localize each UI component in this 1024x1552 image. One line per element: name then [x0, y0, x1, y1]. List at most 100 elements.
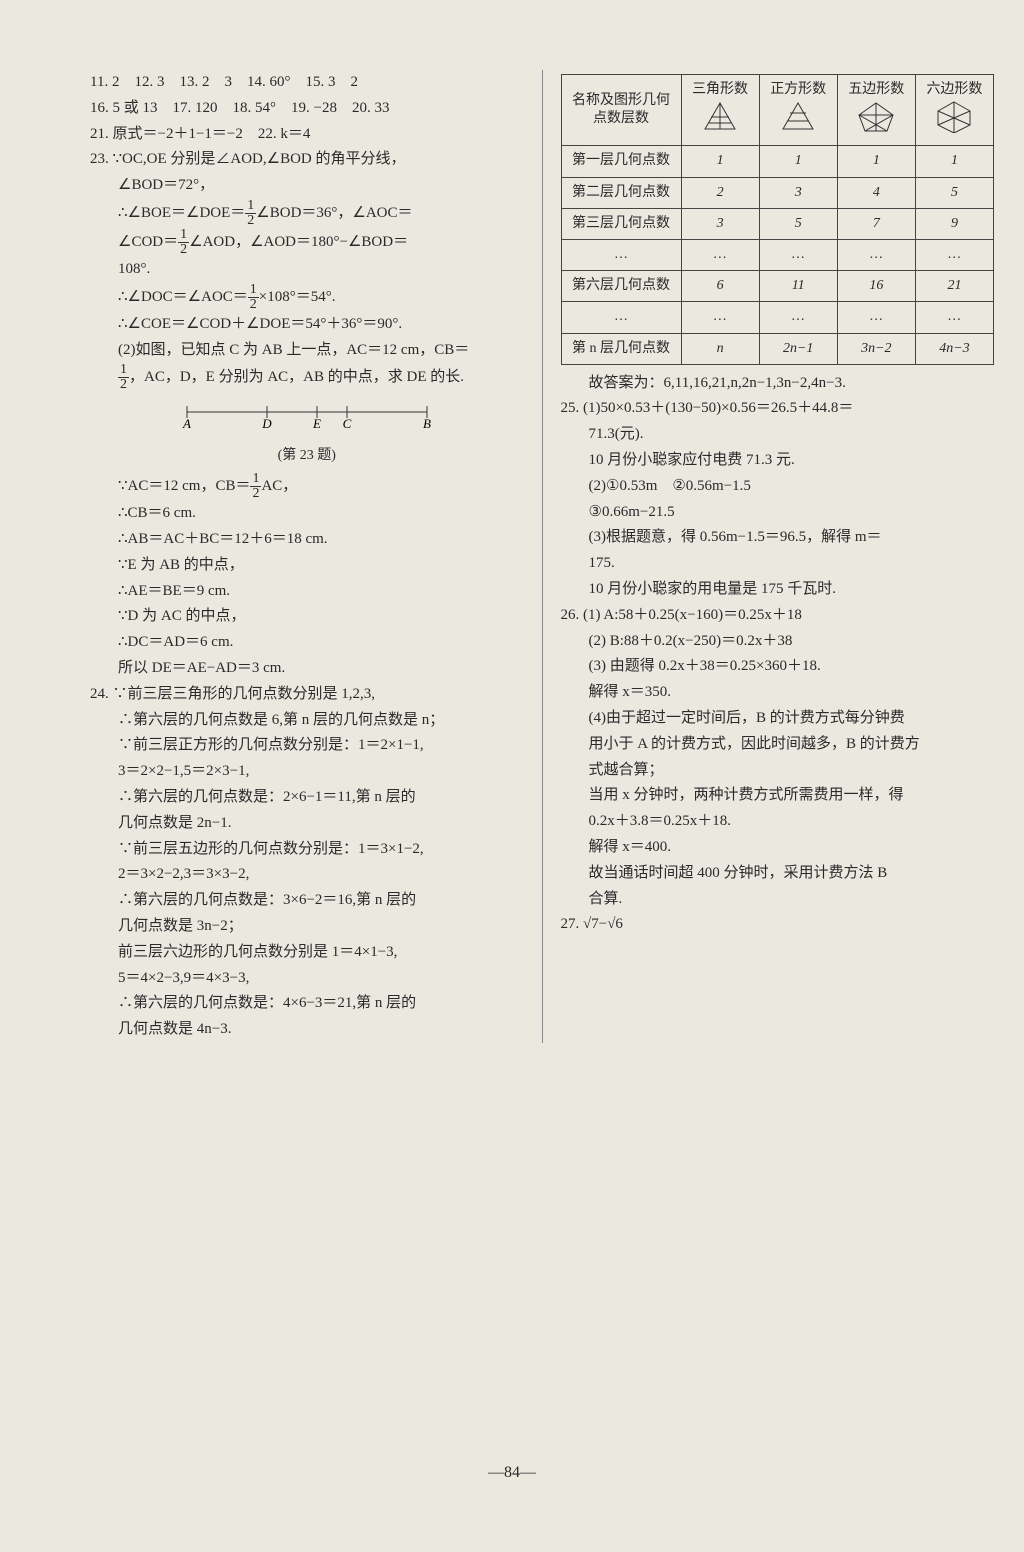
figure-caption: (第 23 题) [90, 444, 524, 468]
q24-line-n: 几何点数是 4n−3. [90, 1017, 524, 1043]
q26-line-h: 当用 x 分钟时，两种计费方式所需费用一样，得 [561, 783, 995, 809]
table-cell: 4n−3 [915, 333, 993, 364]
q25-line-c: 10 月份小聪家应付电费 71.3 元. [561, 448, 995, 474]
q23-line-j: ∵AC＝12 cm，CB＝12AC， [90, 472, 524, 501]
table-cell: 2n−1 [759, 333, 837, 364]
q23-line-g: ∴∠COE＝∠COD＋∠DOE＝54°＋36°＝90°. [90, 312, 524, 338]
table-cell: n [681, 333, 759, 364]
table-cell: 9 [915, 208, 993, 239]
q25-line-a: 25. (1)50×0.53＋(130−50)×0.56＝26.5＋44.8＝ [561, 396, 995, 422]
q23-line-d: ∠COD＝12∠AOD，∠AOD＝180°−∠BOD＝ [90, 228, 524, 257]
triangle-web-icon [699, 99, 741, 133]
fraction-half-icon: 12 [248, 283, 259, 312]
q23f-pre: ∴∠DOC＝∠AOC＝ [118, 289, 248, 305]
figure-label-d: D [261, 416, 272, 430]
figure-label-e: E [312, 416, 321, 430]
q23c-post: ∠BOD＝36°，∠AOC＝ [256, 205, 412, 221]
table-cell: … [915, 302, 993, 333]
q25-line-b: 71.3(元). [561, 422, 995, 448]
q23-line-k: ∴CB＝6 cm. [90, 501, 524, 527]
table-cell: … [837, 302, 915, 333]
figure-label-b: B [423, 416, 431, 430]
q26-line-e: (4)由于超过一定时间后，B 的计费方式每分钟费 [561, 706, 995, 732]
q26-line-g: 式越合算； [561, 758, 995, 784]
col-header-triangle: 三角形数 [681, 75, 759, 146]
q23-line-p: ∴DC＝AD＝6 cm. [90, 630, 524, 656]
square-web-icon [777, 99, 819, 133]
left-column: 11. 2 12. 3 13. 2 3 14. 60° 15. 3 2 16. … [90, 70, 543, 1043]
table-row: …………… [561, 302, 994, 333]
q26-line-i: 0.2x＋3.8＝0.25x＋18. [561, 809, 995, 835]
q24-line-m: ∴第六层的几何点数是：4×6−3＝21,第 n 层的 [90, 991, 524, 1017]
table-cell: 5 [759, 208, 837, 239]
answer-21-22: 21. 原式＝−2＋1−1＝−2 22. k＝4 [90, 122, 524, 148]
two-column-layout: 11. 2 12. 3 13. 2 3 14. 60° 15. 3 2 16. … [0, 70, 1024, 1043]
q23i-post: ，AC，D，E 分别为 AC，AB 的中点，求 DE 的长. [129, 369, 464, 385]
q24-line-a: 24. ∵前三层三角形的几何点数分别是 1,2,3, [90, 682, 524, 708]
q24-line-c: ∵前三层正方形的几何点数分别是：1＝2×1−1, [90, 733, 524, 759]
q23j-post: AC， [261, 478, 297, 494]
q23c-pre: ∴∠BOE＝∠DOE＝ [118, 205, 245, 221]
q26-line-b: (2) B:88＋0.2(x−250)＝0.2x＋38 [561, 629, 995, 655]
q24-line-i: ∴第六层的几何点数是：3×6−2＝16,第 n 层的 [90, 888, 524, 914]
figure-label-c: C [342, 416, 351, 430]
right-column: 名称及图形几何点数层数 三角形数 正方形数 五边形数 六边形数 [553, 70, 995, 1043]
col-header-pentagon: 五边形数 [837, 75, 915, 146]
table-cell: 5 [915, 177, 993, 208]
q23-line-h: (2)如图，已知点 C 为 AB 上一点，AC＝12 cm，CB＝ [90, 338, 524, 364]
q23-line-l: ∴AB＝AC＋BC＝12＋6＝18 cm. [90, 527, 524, 553]
q23-line-m: ∵E 为 AB 的中点， [90, 553, 524, 579]
q26-line-l: 合算. [561, 887, 995, 913]
header-text: 六边形数 [920, 81, 989, 99]
table-cell: 21 [915, 271, 993, 302]
header-text: 正方形数 [764, 81, 833, 99]
table-row: 第一层几何点数1111 [561, 146, 994, 177]
table-cell: … [915, 239, 993, 270]
table-row: 第二层几何点数2345 [561, 177, 994, 208]
q25-line-h: 10 月份小聪家的用电量是 175 千瓦时. [561, 577, 995, 603]
q23f-post: ×108°＝54°. [259, 289, 336, 305]
q23-line-c: ∴∠BOE＝∠DOE＝12∠BOD＝36°，∠AOC＝ [90, 199, 524, 228]
table-cell: 2 [681, 177, 759, 208]
table-row: 第三层几何点数3579 [561, 208, 994, 239]
q23-line-n: ∴AE＝BE＝9 cm. [90, 579, 524, 605]
q23-line-q: 所以 DE＝AE−AD＝3 cm. [90, 656, 524, 682]
q26-line-a: 26. (1) A:58＋0.25(x−160)＝0.25x＋18 [561, 603, 995, 629]
hexagon-web-icon [933, 99, 975, 133]
table-cell: … [759, 239, 837, 270]
q25-line-e: ③0.66m−21.5 [561, 500, 995, 526]
row-label: 第六层几何点数 [561, 271, 681, 302]
table-cell: 4 [837, 177, 915, 208]
q23d-mid: ∠AOD，∠AOD＝180°−∠BOD＝ [189, 234, 408, 250]
q26-line-k: 故当通话时间超 400 分钟时，采用计费方法 B [561, 861, 995, 887]
header-text: 三角形数 [686, 81, 755, 99]
q26-line-f: 用小于 A 的计费方式，因此时间越多，B 的计费方 [561, 732, 995, 758]
q25-line-g: 175. [561, 551, 995, 577]
q24-line-b: ∴第六层的几何点数是 6,第 n 层的几何点数是 n； [90, 708, 524, 734]
q24-line-k: 前三层六边形的几何点数分别是 1＝4×1−3, [90, 940, 524, 966]
q23d-pre: ∠COD＝ [118, 234, 178, 250]
geometric-points-table: 名称及图形几何点数层数 三角形数 正方形数 五边形数 六边形数 [561, 74, 995, 365]
q23-line-a: 23. ∵OC,OE 分别是∠AOD,∠BOD 的角平分线， [90, 147, 524, 173]
fraction-half-icon: 12 [178, 228, 189, 257]
table-cell: … [681, 239, 759, 270]
header-text: 五边形数 [842, 81, 911, 99]
q24-line-l: 5＝4×2−3,9＝4×3−3, [90, 966, 524, 992]
table-corner-cell: 名称及图形几何点数层数 [561, 75, 681, 146]
figure-label-a: A [182, 416, 191, 430]
table-cell: 7 [837, 208, 915, 239]
fraction-half-icon: 12 [250, 472, 261, 501]
pentagon-web-icon [855, 99, 897, 133]
table-cell: 1 [759, 146, 837, 177]
fraction-half-icon: 12 [118, 363, 129, 392]
line-segment-figure: A D E C B [90, 400, 524, 440]
table-cell: 1 [837, 146, 915, 177]
row-label: … [561, 239, 681, 270]
table-cell: 16 [837, 271, 915, 302]
q24-line-f: 几何点数是 2n−1. [90, 811, 524, 837]
table-cell: … [681, 302, 759, 333]
fraction-half-icon: 12 [245, 199, 256, 228]
q25-line-d: (2)①0.53m ②0.56m−1.5 [561, 474, 995, 500]
table-row: 第 n 层几何点数n2n−13n−24n−3 [561, 333, 994, 364]
col-header-square: 正方形数 [759, 75, 837, 146]
